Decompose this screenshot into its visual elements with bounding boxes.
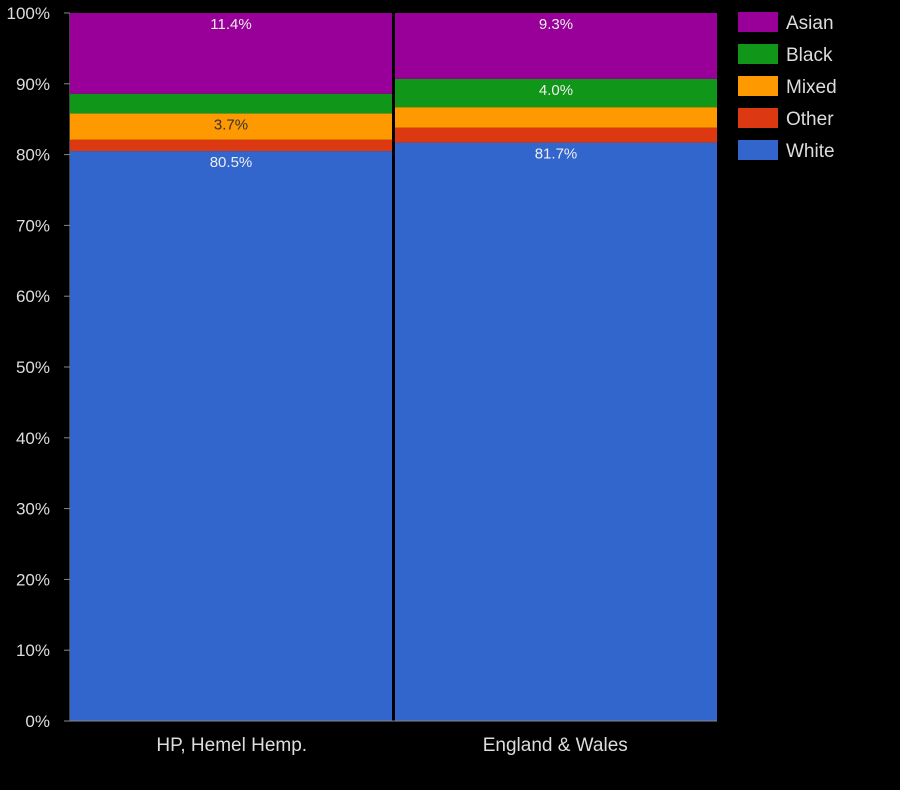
bar-segment-black (395, 78, 717, 108)
data-label: 11.4% (210, 16, 251, 33)
legend-label-asian: Asian (786, 13, 834, 34)
legend-label-white: White (786, 141, 835, 162)
legend-label-black: Black (786, 45, 833, 66)
bar-segment-asian (395, 13, 717, 79)
legend-swatch-white (738, 140, 778, 160)
y-tick-label: 20% (16, 570, 50, 589)
y-tick-label: 60% (16, 287, 50, 306)
data-label: 3.7% (214, 117, 248, 134)
y-tick-label: 10% (16, 641, 50, 660)
y-tick-label: 70% (16, 216, 50, 235)
legend-swatch-asian (738, 12, 778, 32)
bar-segment-white (395, 142, 717, 722)
bar-segment-mixed (395, 107, 717, 128)
legend-swatch-black (738, 44, 778, 64)
y-tick-label: 90% (16, 75, 50, 94)
y-tick-label: 0% (25, 712, 50, 731)
y-tick-label: 30% (16, 500, 50, 519)
x-category-label: England & Wales (483, 735, 628, 756)
legend-swatch-mixed (738, 76, 778, 96)
y-tick-label: 80% (16, 146, 50, 165)
bars: 80.5% 3.7% 11.4% 81.7% 4.0% 9.3% (70, 13, 717, 722)
bar-segment-other (70, 139, 392, 152)
legend: Asian Black Mixed Other White (738, 12, 837, 162)
legend-label-other: Other (786, 109, 834, 130)
bar-segment-white (70, 151, 392, 721)
data-label: 4.0% (539, 82, 573, 99)
x-category-label: HP, Hemel Hemp. (156, 735, 307, 756)
y-axis: 0% 10% 20% 30% 40% 50% 60% 70% 80% 90% 100% (7, 4, 71, 731)
y-tick-label: 50% (16, 358, 50, 377)
data-label: 81.7% (535, 146, 578, 163)
bar-segment-asian (70, 13, 392, 94)
data-label: 80.5% (210, 154, 253, 171)
bar-segment-mixed (70, 113, 392, 140)
legend-label-mixed: Mixed (786, 77, 837, 98)
legend-swatch-other (738, 108, 778, 128)
bar-segment-other (395, 127, 717, 143)
x-axis: HP, Hemel Hemp. England & Wales (70, 720, 717, 756)
bar-segment-black (70, 93, 392, 114)
y-tick-label: 40% (16, 429, 50, 448)
y-tick-label: 100% (7, 4, 50, 23)
data-label: 9.3% (539, 16, 573, 33)
